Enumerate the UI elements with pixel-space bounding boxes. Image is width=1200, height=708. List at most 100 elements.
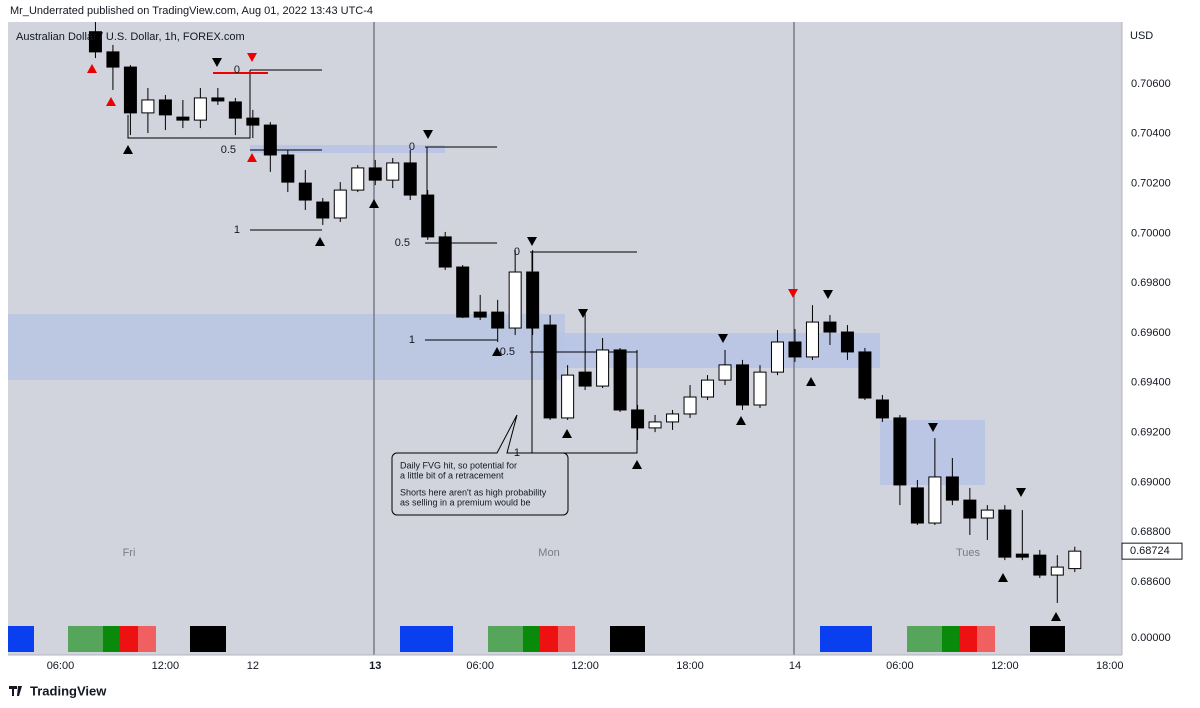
candle-body <box>945 476 959 501</box>
candle-body <box>141 99 155 114</box>
signal-marker <box>247 153 257 162</box>
fib-label: 0.5 <box>221 144 236 156</box>
signal-marker <box>928 423 938 432</box>
annotation-text: Shorts here aren't as high probability <box>400 487 547 497</box>
fib-label: 1 <box>409 334 415 346</box>
signal-marker <box>788 289 798 298</box>
candle-body <box>1033 554 1047 576</box>
candle-body <box>963 499 977 519</box>
price-tag <box>1121 542 1183 560</box>
currency: USD <box>1130 30 1153 42</box>
candle-body <box>980 509 994 519</box>
candle-body <box>298 182 312 201</box>
candle-body <box>718 364 732 381</box>
fib-label: 1 <box>514 447 520 459</box>
logo <box>9 686 22 696</box>
candle-body <box>578 371 592 387</box>
candle-body <box>123 66 137 114</box>
signal-marker <box>87 64 97 73</box>
candle-body <box>316 201 330 219</box>
x-tick-label: 06:00 <box>47 660 75 672</box>
x-tick-label: 12:00 <box>152 660 180 672</box>
session-box <box>558 626 575 652</box>
signal-marker <box>823 290 833 299</box>
candle-body <box>788 341 802 358</box>
candle-body <box>823 321 837 333</box>
fib-label: 0 <box>514 246 520 258</box>
session-box <box>1030 626 1065 652</box>
candle-body <box>666 413 680 423</box>
candle-body <box>438 236 452 268</box>
day-label: Tues <box>956 547 981 559</box>
session-box <box>942 626 959 652</box>
signal-marker <box>718 334 728 343</box>
x-tick-label: 14 <box>789 660 801 672</box>
y-tick-label: 0.70400 <box>1131 128 1171 140</box>
signal-marker <box>369 199 379 208</box>
candle-body <box>701 379 715 398</box>
candle-body <box>228 101 242 119</box>
session-box <box>977 626 995 652</box>
candle-body <box>910 487 924 524</box>
publisher: Mr_Underrated published on TradingView.c… <box>10 5 373 17</box>
brand: TradingView <box>30 683 107 698</box>
y-tick-label: 0.69800 <box>1131 277 1171 289</box>
fib-label: 0 <box>409 141 415 153</box>
x-tick-label: 13 <box>369 660 381 672</box>
day-label: Fri <box>123 547 136 559</box>
x-tick-label: 12 <box>247 660 259 672</box>
candle-body <box>158 99 172 116</box>
price-axis <box>1122 0 1200 680</box>
candle-body <box>893 417 907 486</box>
signal-marker <box>998 573 1008 582</box>
signal-marker <box>106 97 116 106</box>
candle-body <box>88 31 102 53</box>
indicator-tick-label: 0.00000 <box>1131 632 1171 644</box>
signal-marker <box>1051 612 1061 621</box>
signal-marker <box>736 416 746 425</box>
signal-marker <box>578 309 588 318</box>
time-axis <box>0 655 1200 708</box>
price-tag-label: 0.68724 <box>1130 545 1170 557</box>
candle-body <box>508 271 522 329</box>
candle-body <box>596 349 610 387</box>
signal-marker <box>315 237 325 246</box>
fib-label: 0 <box>234 64 240 76</box>
y-tick-label: 0.70000 <box>1131 227 1171 239</box>
session-box <box>190 626 226 652</box>
zone <box>250 145 445 153</box>
session-box <box>959 626 977 652</box>
candle-body <box>333 189 347 219</box>
candle-body <box>648 421 662 429</box>
y-tick-label: 0.70200 <box>1131 178 1171 190</box>
fib-label: 0.5 <box>395 237 410 249</box>
candle-body <box>176 116 190 121</box>
candle-body <box>1015 553 1029 558</box>
candle-body <box>106 51 120 68</box>
candle-body <box>386 162 400 181</box>
annotation-text: a little bit of a retracement <box>400 470 504 480</box>
candle-body <box>526 271 540 329</box>
candles <box>88 22 1082 603</box>
y-tick-label: 0.69600 <box>1131 327 1171 339</box>
callout <box>391 414 569 516</box>
x-tick-label: 12:00 <box>571 660 599 672</box>
signal-marker <box>1016 488 1026 497</box>
session-box <box>400 626 453 652</box>
zone <box>540 333 880 368</box>
session-box <box>523 626 540 652</box>
session-box <box>68 626 103 652</box>
candle-body <box>805 321 819 358</box>
candle-body <box>928 476 942 524</box>
annotation-text: Daily FVG hit, so potential for <box>400 460 517 470</box>
candle-body <box>858 351 872 399</box>
x-tick-label: 18:00 <box>676 660 704 672</box>
candle-body <box>211 97 225 102</box>
candle-body <box>613 349 627 411</box>
candle-body <box>753 371 767 406</box>
y-tick-label: 0.69400 <box>1131 377 1171 389</box>
session-box <box>610 626 645 652</box>
x-tick-label: 18:00 <box>1096 660 1124 672</box>
candle-body <box>770 341 784 373</box>
candle-body <box>473 311 487 318</box>
